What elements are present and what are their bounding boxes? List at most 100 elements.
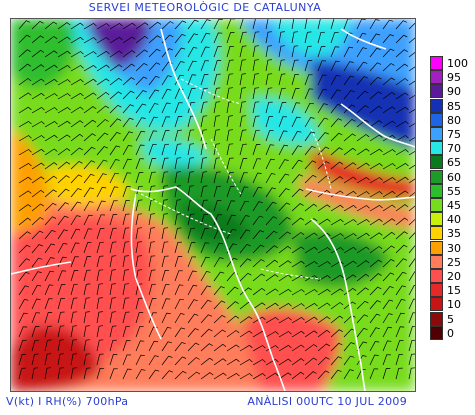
wind-barb bbox=[317, 261, 331, 268]
wind-barb bbox=[343, 369, 354, 380]
wind-barb bbox=[57, 64, 71, 72]
wind-barb bbox=[18, 204, 32, 212]
wind-barb bbox=[148, 130, 158, 142]
wind-barb bbox=[408, 271, 415, 282]
wind-barb bbox=[109, 339, 117, 352]
wind-barb bbox=[109, 50, 123, 58]
wind-barb bbox=[44, 134, 58, 142]
wind-barb bbox=[330, 132, 343, 142]
wind-barb bbox=[174, 20, 187, 30]
wind-barb bbox=[18, 176, 32, 184]
wind-barb bbox=[96, 241, 104, 254]
wind-barb bbox=[18, 34, 31, 44]
wind-barb bbox=[148, 62, 161, 72]
wind-barb bbox=[213, 46, 222, 58]
wind-barb bbox=[408, 218, 415, 226]
wind-barb bbox=[317, 370, 330, 380]
wind-barb bbox=[57, 229, 68, 240]
wind-barb bbox=[174, 88, 184, 100]
wind-barb bbox=[265, 201, 277, 212]
wind-barb bbox=[239, 158, 248, 170]
wind-barb bbox=[382, 176, 396, 184]
wind-barb bbox=[239, 200, 249, 212]
wind-barb bbox=[330, 233, 344, 240]
wind-barb bbox=[343, 147, 357, 156]
wind-barb bbox=[291, 260, 305, 268]
wind-barb bbox=[265, 288, 279, 296]
wind-barb bbox=[356, 232, 370, 240]
wind-barb bbox=[96, 159, 108, 170]
wind-barb bbox=[213, 60, 222, 72]
wind-barb bbox=[83, 146, 96, 156]
wind-barb bbox=[122, 297, 130, 310]
wind-barb bbox=[408, 51, 415, 58]
wind-barb bbox=[109, 186, 119, 198]
wind-barb bbox=[148, 298, 157, 310]
wind-barb bbox=[200, 171, 208, 184]
wind-barb bbox=[200, 328, 213, 338]
wind-barb bbox=[57, 311, 65, 324]
wind-barb bbox=[252, 345, 266, 352]
wind-barb bbox=[408, 339, 415, 352]
wind-barb bbox=[304, 371, 317, 380]
wind-barb bbox=[135, 35, 149, 44]
wind-barb bbox=[382, 48, 395, 58]
wind-barb bbox=[356, 33, 367, 44]
wind-barb bbox=[161, 199, 168, 212]
wind-barb bbox=[187, 129, 195, 142]
wind-barb bbox=[31, 257, 43, 268]
wind-barb bbox=[226, 358, 240, 366]
wind-barb bbox=[408, 258, 415, 268]
legend-label: 60 bbox=[447, 170, 461, 184]
wind-barb bbox=[330, 315, 344, 324]
wind-barb bbox=[109, 22, 123, 30]
wind-barb bbox=[83, 106, 97, 114]
wind-barb bbox=[200, 46, 210, 58]
wind-barb bbox=[408, 312, 415, 324]
wind-barb bbox=[317, 74, 327, 86]
wind-barb bbox=[278, 73, 286, 86]
wind-barb bbox=[44, 243, 56, 254]
wind-barb bbox=[265, 216, 278, 226]
legend-label: 75 bbox=[447, 128, 461, 141]
wind-barb bbox=[304, 145, 316, 156]
wind-barb bbox=[291, 88, 300, 100]
wind-barb bbox=[330, 147, 343, 156]
wind-barb bbox=[382, 77, 395, 86]
wind-barb bbox=[395, 63, 409, 72]
wind-barb bbox=[44, 202, 57, 212]
wind-barb bbox=[70, 106, 84, 114]
wind-barb bbox=[330, 118, 343, 128]
wind-barb bbox=[200, 372, 214, 380]
wind-barb bbox=[109, 297, 116, 310]
wind-barb bbox=[395, 285, 406, 296]
wind-barb bbox=[330, 19, 335, 30]
wind-barb bbox=[96, 353, 104, 366]
wind-barb bbox=[109, 368, 118, 380]
wind-barb bbox=[109, 36, 123, 44]
wind-barb bbox=[122, 354, 132, 366]
wind-barb bbox=[382, 231, 396, 240]
wind-barb bbox=[252, 115, 260, 128]
wind-barb bbox=[135, 255, 142, 268]
wind-barb bbox=[122, 283, 130, 296]
wind-barb bbox=[304, 357, 318, 366]
wind-barb bbox=[239, 215, 250, 226]
wind-barb bbox=[408, 150, 415, 156]
wind-barb bbox=[83, 269, 91, 282]
wind-barb bbox=[265, 230, 278, 240]
wind-barb bbox=[304, 232, 318, 240]
wind-barb bbox=[239, 316, 253, 324]
wind-barb bbox=[213, 314, 226, 324]
wind-barb bbox=[239, 358, 253, 366]
legend-swatch bbox=[430, 283, 443, 298]
wind-barb bbox=[395, 217, 409, 226]
wind-barb bbox=[200, 314, 213, 324]
wind-barb bbox=[57, 50, 71, 58]
wind-barb bbox=[304, 19, 308, 30]
wind-barb bbox=[135, 199, 143, 212]
wind-barb bbox=[278, 159, 289, 170]
wind-barb bbox=[226, 59, 234, 72]
wind-barb bbox=[408, 205, 415, 212]
wind-barb bbox=[96, 23, 110, 30]
